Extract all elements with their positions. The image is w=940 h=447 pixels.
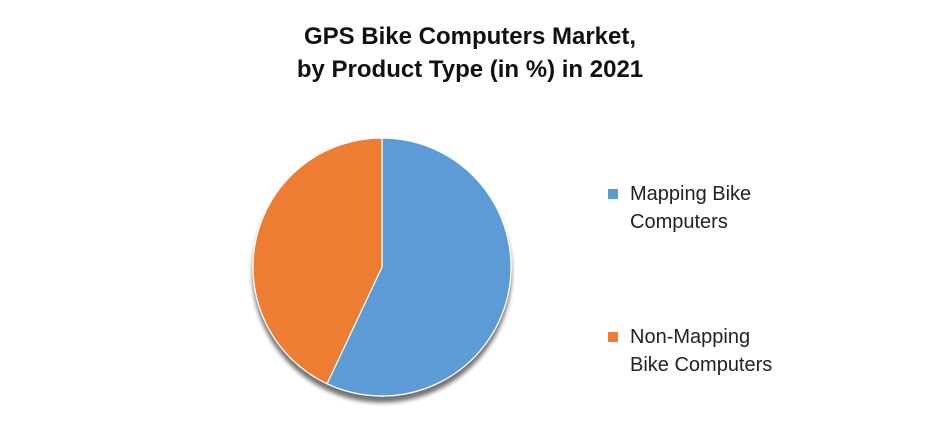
legend-swatch-mapping <box>608 189 618 199</box>
legend-label-mapping: Mapping Bike Computers <box>630 180 920 236</box>
legend-label-mapping-line-2: Computers <box>630 211 728 233</box>
chart-title: GPS Bike Computers Market, by Product Ty… <box>0 20 940 86</box>
legend-swatch-non-mapping <box>608 332 618 342</box>
legend-label-non-mapping-line-1: Non-Mapping <box>630 326 751 348</box>
chart-title-line-1: GPS Bike Computers Market, <box>303 23 637 50</box>
legend-label-mapping-line-1: Mapping Bike <box>630 183 752 205</box>
pie-slice-mapping <box>326 137 512 397</box>
chart-title-line-2: by Product Type (in %) in 2021 <box>296 56 644 83</box>
legend-label-non-mapping: Non-Mapping Bike Computers <box>630 323 920 379</box>
legend-label-non-mapping-line-2: Bike Computers <box>630 354 773 376</box>
pie-slice-non-mapping <box>252 137 383 385</box>
pie-slices <box>252 137 512 397</box>
